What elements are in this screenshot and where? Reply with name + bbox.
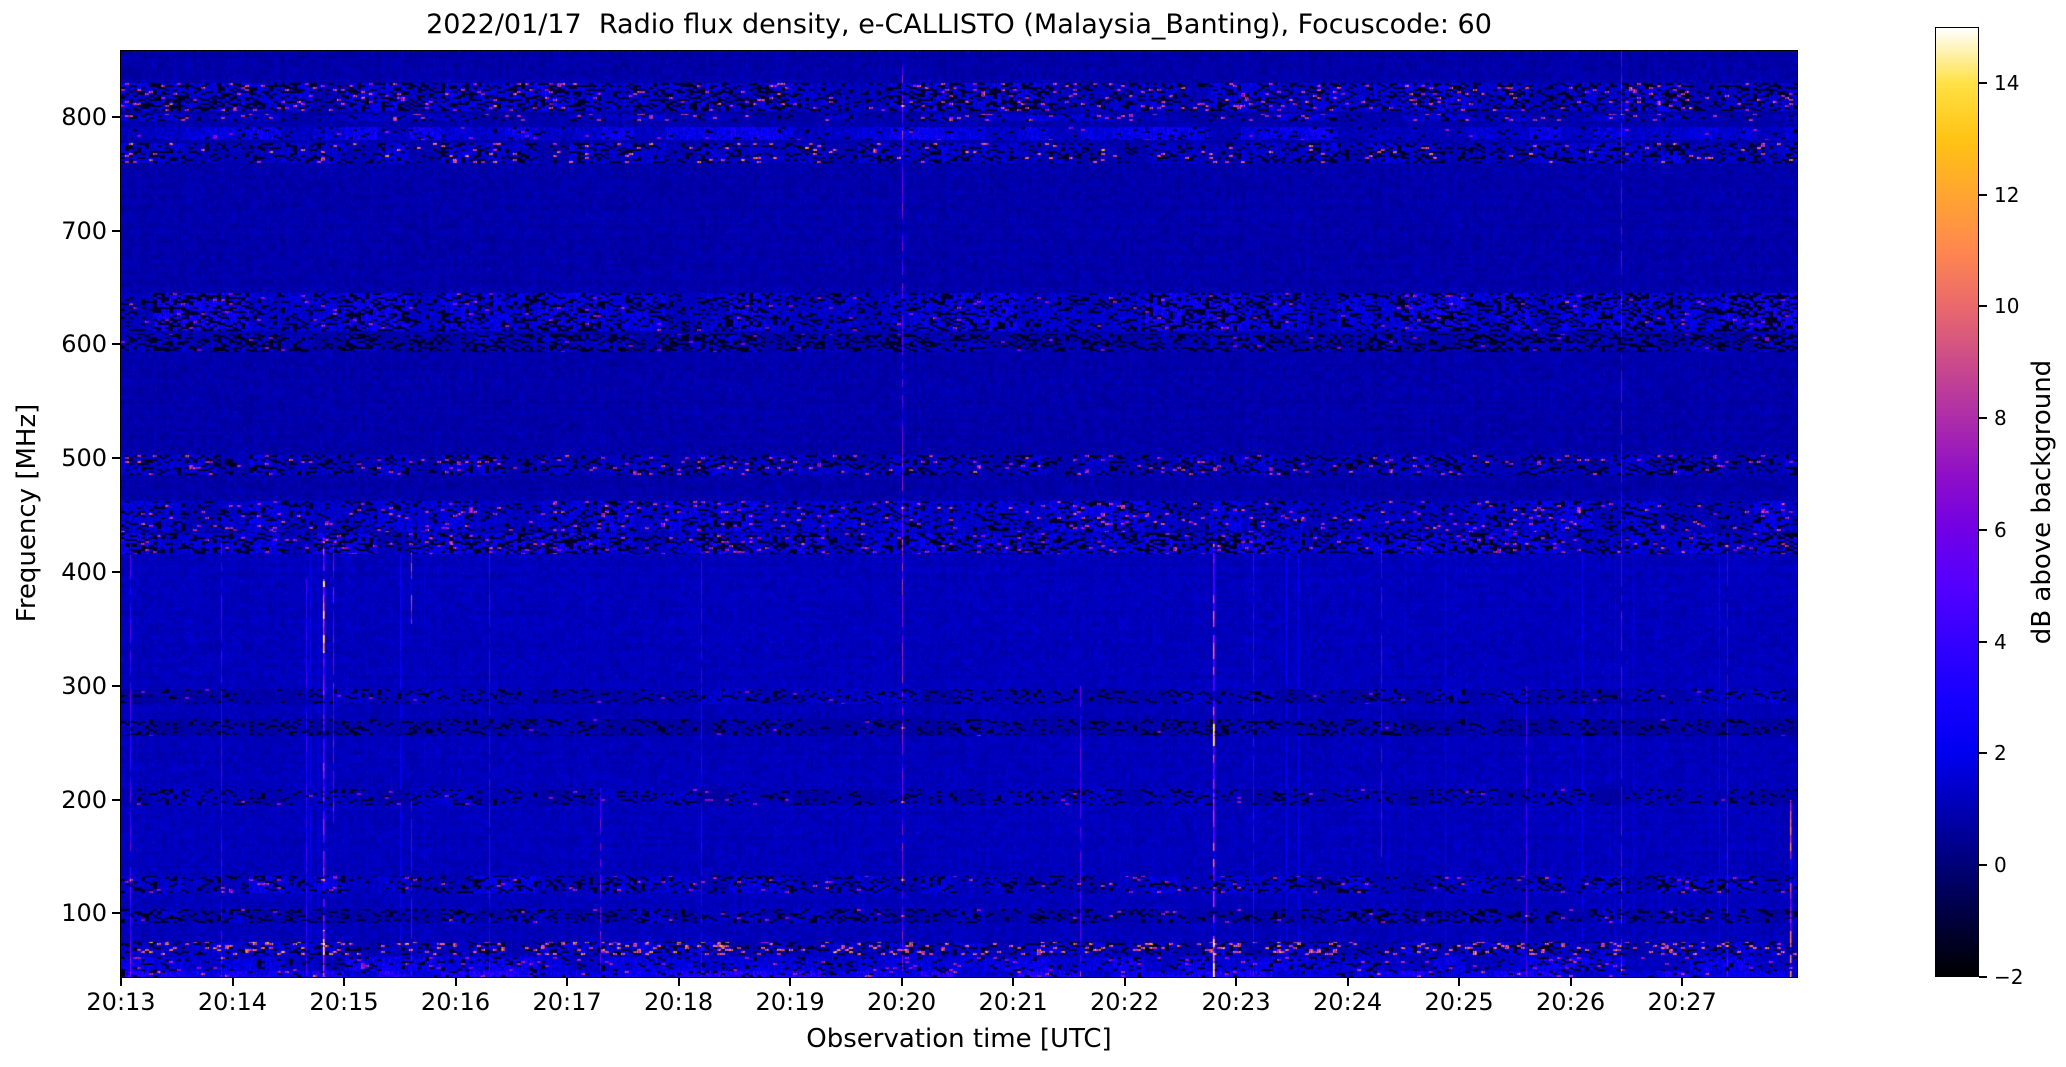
y-tick-label: 700	[61, 216, 107, 245]
x-tick-mark	[566, 978, 569, 986]
x-tick-mark	[1123, 978, 1126, 986]
x-tick-label: 20:27	[1647, 988, 1717, 1016]
colorbar-tick-label: 6	[1994, 517, 2007, 542]
x-tick-label: 20:26	[1536, 988, 1606, 1016]
x-tick-label: 20:18	[643, 988, 714, 1016]
x-tick-label: 20:24	[1313, 988, 1383, 1016]
colorbar-gradient	[1936, 28, 1978, 976]
colorbar-tick-label: 0	[1994, 853, 2007, 878]
colorbar-tick-mark	[1979, 305, 1987, 308]
colorbar-tick-mark	[1979, 640, 1987, 643]
x-tick-mark	[789, 978, 792, 986]
x-tick-mark	[1012, 978, 1015, 986]
y-tick-mark	[112, 457, 120, 460]
x-tick-label: 20:13	[86, 988, 156, 1016]
y-axis-label: Frequency [MHz]	[12, 403, 42, 623]
colorbar-tick-mark	[1979, 976, 1987, 978]
x-axis-label: Observation time [UTC]	[806, 1024, 1112, 1054]
colorbar	[1935, 27, 1979, 977]
x-tick-mark	[454, 978, 457, 986]
x-tick-label: 20:20	[866, 988, 937, 1016]
x-tick-label: 20:16	[420, 988, 491, 1016]
colorbar-tick-mark	[1979, 81, 1987, 84]
x-tick-mark	[343, 978, 346, 986]
x-tick-label: 20:21	[978, 988, 1048, 1016]
y-tick-mark	[112, 912, 120, 915]
colorbar-tick-label: 10	[1994, 294, 2020, 319]
x-tick-label: 20:14	[197, 988, 268, 1016]
x-tick-label: 20:23	[1201, 988, 1271, 1016]
x-tick-mark	[120, 978, 122, 986]
x-tick-label: 20:19	[755, 988, 825, 1016]
spectrogram-canvas	[121, 51, 1797, 977]
y-tick-mark	[112, 571, 120, 574]
y-tick-label: 500	[61, 444, 107, 473]
x-tick-mark	[1458, 978, 1461, 986]
y-tick-label: 400	[61, 558, 107, 587]
colorbar-tick-label: 8	[1994, 406, 2007, 431]
y-tick-mark	[112, 798, 120, 801]
x-tick-label: 20:25	[1424, 988, 1494, 1016]
y-tick-mark	[112, 115, 120, 118]
colorbar-tick-mark	[1979, 417, 1987, 420]
spectrogram-plot-area	[120, 50, 1798, 978]
x-tick-mark	[900, 978, 903, 986]
y-tick-label: 600	[61, 330, 107, 359]
x-tick-mark	[1681, 978, 1684, 986]
colorbar-tick-label: 2	[1994, 741, 2007, 766]
x-tick-label: 20:17	[532, 988, 602, 1016]
y-tick-label: 300	[61, 671, 107, 700]
colorbar-tick-mark	[1979, 193, 1987, 196]
x-tick-mark	[1235, 978, 1238, 986]
y-tick-label: 200	[61, 785, 107, 814]
colorbar-tick-mark	[1979, 864, 1987, 867]
y-tick-label: 800	[61, 102, 107, 131]
y-tick-mark	[112, 684, 120, 687]
x-tick-mark	[231, 978, 234, 986]
colorbar-label: dB above background	[2027, 359, 2057, 645]
colorbar-tick-label: 14	[1994, 70, 2020, 95]
x-tick-mark	[1569, 978, 1572, 986]
x-tick-mark	[1346, 978, 1349, 986]
colorbar-tick-label: 12	[1994, 182, 2020, 207]
x-tick-label: 20:22	[1089, 988, 1160, 1016]
y-tick-mark	[112, 229, 120, 232]
x-tick-label: 20:15	[309, 988, 379, 1016]
colorbar-tick-label: −2	[1994, 965, 2024, 989]
colorbar-tick-label: 4	[1994, 629, 2007, 654]
y-tick-label: 100	[61, 899, 107, 928]
colorbar-tick-mark	[1979, 752, 1987, 755]
x-tick-mark	[677, 978, 680, 986]
y-tick-mark	[112, 343, 120, 346]
chart-title: 2022/01/17 Radio flux density, e-CALLIST…	[426, 9, 1492, 40]
colorbar-tick-mark	[1979, 528, 1987, 531]
